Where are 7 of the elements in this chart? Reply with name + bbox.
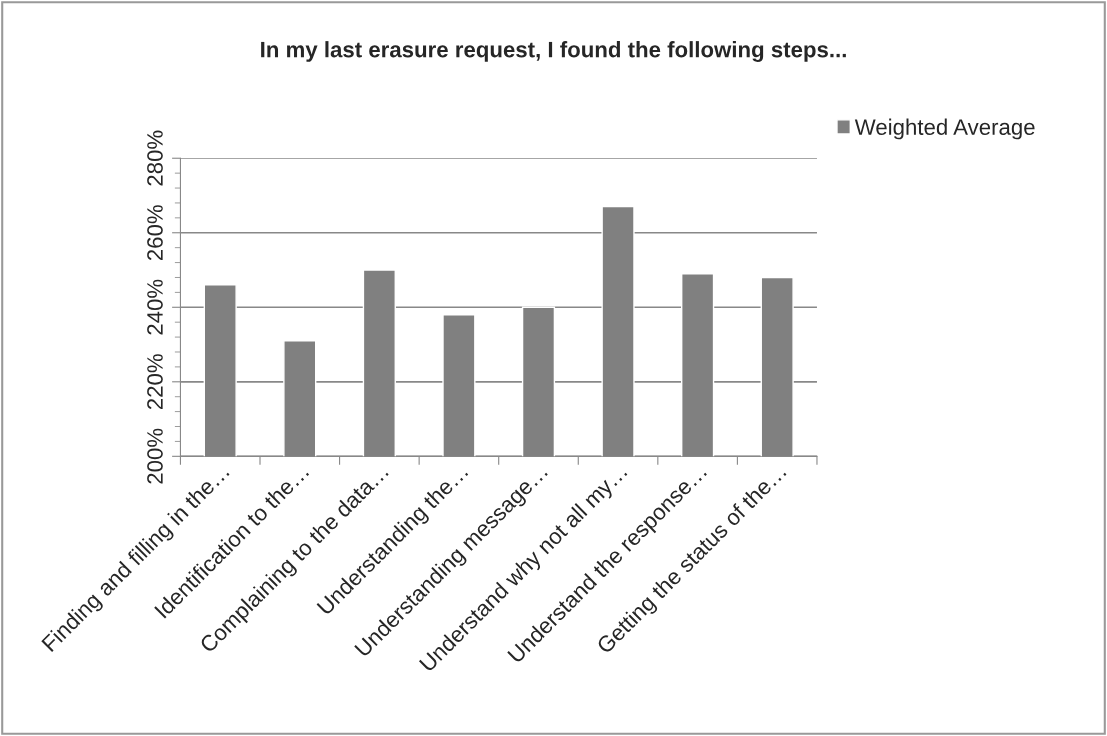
y-tick-label: 220% [147, 354, 163, 410]
y-tick-label: 200% [147, 428, 163, 484]
y-tick-label: 260% [147, 205, 163, 261]
chart-title: In my last erasure request, I found the following steps... [261, 41, 846, 62]
y-tick-label: 240% [147, 279, 163, 335]
y-tick-label: 280% [147, 130, 163, 186]
legend-label: Weighted Average [854, 118, 1035, 140]
